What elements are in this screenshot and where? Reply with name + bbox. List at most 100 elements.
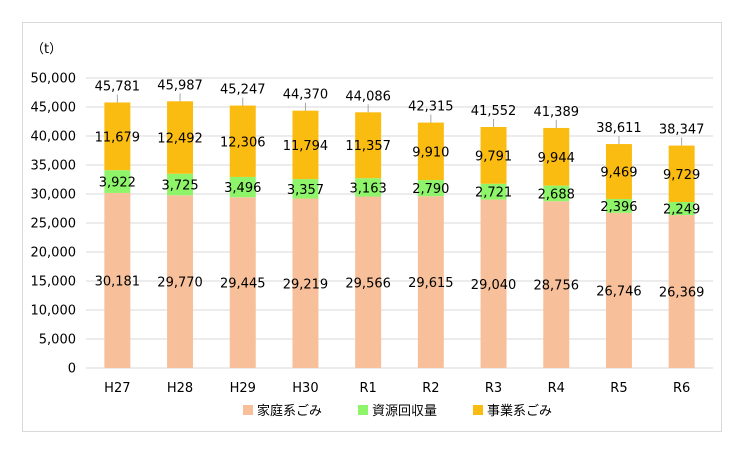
data-label: 30,181 bbox=[95, 274, 141, 289]
bar-segment bbox=[605, 144, 632, 199]
total-label: 45,987 bbox=[157, 78, 203, 93]
data-label: 3,357 bbox=[287, 183, 324, 198]
y-tick-label: 50,000 bbox=[31, 72, 77, 87]
bar-segment bbox=[668, 202, 695, 216]
data-label: 9,791 bbox=[475, 149, 512, 164]
y-tick-label: 35,000 bbox=[31, 159, 77, 174]
bar-segment bbox=[104, 170, 131, 193]
x-tick-label: R6 bbox=[673, 381, 690, 396]
bar-segment bbox=[668, 145, 695, 203]
x-tick-label: R5 bbox=[610, 381, 627, 396]
data-label: 9,729 bbox=[663, 168, 700, 183]
total-label: 41,389 bbox=[534, 105, 580, 120]
bar-segment bbox=[167, 101, 194, 174]
data-label: 26,746 bbox=[596, 284, 642, 299]
data-label: 3,922 bbox=[99, 176, 136, 191]
x-tick-label: R1 bbox=[359, 381, 376, 396]
bar-segment bbox=[292, 110, 319, 180]
y-tick-label: 0 bbox=[68, 362, 76, 377]
legend-swatch bbox=[358, 405, 368, 415]
bar-segment bbox=[543, 185, 570, 202]
x-tick-label: H28 bbox=[167, 381, 193, 396]
x-tick-label: H30 bbox=[292, 381, 318, 396]
y-tick-label: 5,000 bbox=[39, 333, 76, 348]
legend-swatch bbox=[243, 405, 253, 415]
y-tick-label: 40,000 bbox=[31, 130, 77, 145]
legend-label: 事業系ごみ bbox=[487, 403, 552, 419]
y-tick-label: 45,000 bbox=[31, 101, 77, 116]
data-label: 9,944 bbox=[538, 151, 575, 166]
total-label: 44,370 bbox=[283, 88, 329, 103]
stacked-bar-chart: （t） 0 5,000 10,000 15,000 20,000 25,000 30,000… bbox=[31, 42, 713, 419]
data-label: 3,496 bbox=[224, 181, 261, 196]
bar-segment bbox=[480, 199, 507, 368]
bar-segment bbox=[229, 176, 256, 198]
data-label: 3,163 bbox=[350, 181, 387, 196]
bar-segment bbox=[605, 212, 632, 368]
total-label: 38,347 bbox=[659, 123, 705, 138]
data-label: 29,445 bbox=[220, 277, 266, 292]
data-label: 29,219 bbox=[283, 277, 329, 292]
data-label: 11,679 bbox=[95, 130, 141, 145]
data-label: 11,794 bbox=[283, 139, 329, 154]
bar-segment bbox=[543, 127, 570, 186]
data-label: 29,566 bbox=[345, 276, 391, 291]
data-label: 29,770 bbox=[157, 276, 203, 291]
total-label: 41,552 bbox=[471, 104, 517, 119]
bar-segment bbox=[668, 215, 695, 368]
x-axis-ticks: H27 H28 H29 H30 R1 R2 R3 R4 R5 R6 bbox=[104, 381, 690, 396]
x-tick-label: H27 bbox=[104, 381, 130, 396]
data-label: 2,790 bbox=[412, 182, 449, 197]
y-tick-label: 30,000 bbox=[31, 188, 77, 203]
data-label: 29,615 bbox=[408, 276, 454, 291]
y-tick-label: 15,000 bbox=[31, 275, 77, 290]
total-label: 45,781 bbox=[95, 79, 141, 94]
total-label: 44,086 bbox=[345, 89, 391, 104]
data-label: 28,756 bbox=[534, 279, 580, 294]
data-label: 2,249 bbox=[663, 203, 700, 218]
bar-segment bbox=[229, 105, 256, 177]
y-tick-label: 20,000 bbox=[31, 246, 77, 261]
bar-segment bbox=[292, 198, 319, 368]
bar-segment bbox=[229, 197, 256, 368]
data-label: 12,492 bbox=[157, 132, 203, 147]
data-label: 2,688 bbox=[538, 187, 575, 202]
y-tick-label: 25,000 bbox=[31, 217, 77, 232]
legend-swatch bbox=[473, 405, 483, 415]
legend: 家庭系ごみ 資源回収量 事業系ごみ bbox=[243, 403, 552, 419]
data-label: 11,357 bbox=[345, 139, 391, 154]
x-tick-label: R4 bbox=[548, 381, 565, 396]
bar-segment bbox=[104, 192, 131, 368]
bar-segment bbox=[167, 195, 194, 368]
legend-label: 家庭系ごみ bbox=[257, 403, 322, 419]
x-tick-label: R2 bbox=[422, 381, 439, 396]
bar-segment bbox=[355, 112, 382, 179]
bar-segment bbox=[417, 196, 444, 368]
bar-segment bbox=[480, 126, 507, 184]
data-label: 29,040 bbox=[471, 278, 517, 293]
total-label: 42,315 bbox=[408, 100, 454, 115]
y-unit-label: （t） bbox=[31, 42, 62, 57]
data-label: 26,369 bbox=[659, 286, 705, 301]
x-tick-label: R3 bbox=[485, 381, 502, 396]
data-label: 3,725 bbox=[161, 179, 198, 194]
data-label: 12,306 bbox=[220, 135, 266, 150]
x-tick-label: H29 bbox=[230, 381, 256, 396]
bar-segment bbox=[417, 122, 444, 181]
bar-segment bbox=[417, 180, 444, 197]
bar-segment bbox=[104, 102, 131, 171]
data-label: 2,396 bbox=[600, 200, 637, 215]
bar-segment bbox=[355, 196, 382, 368]
data-label: 9,910 bbox=[412, 145, 449, 160]
bar-segment bbox=[355, 178, 382, 197]
bar-segment bbox=[605, 198, 632, 213]
y-axis-ticks: 0 5,000 10,000 15,000 20,000 25,000 30,000 35,0… bbox=[31, 72, 77, 377]
total-label: 38,611 bbox=[596, 121, 642, 136]
bars bbox=[104, 101, 695, 368]
bar-segment bbox=[167, 173, 194, 196]
y-tick-label: 10,000 bbox=[31, 304, 77, 319]
data-label: 2,721 bbox=[475, 186, 512, 201]
data-label: 9,469 bbox=[600, 166, 637, 181]
bar-segment bbox=[543, 201, 570, 368]
chart-frame: （t） 0 5,000 10,000 15,000 20,000 25,000 30,000… bbox=[22, 22, 722, 432]
